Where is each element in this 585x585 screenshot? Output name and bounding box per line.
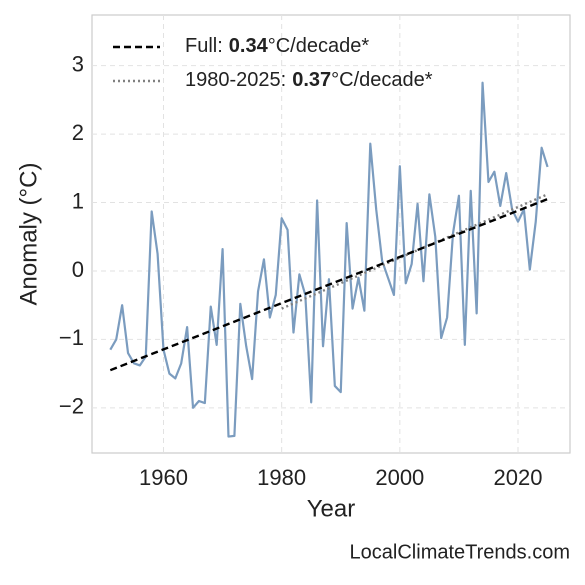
legend-label: 1980-2025: 0.37°C/decade* <box>185 69 433 91</box>
y-tick-label: 0 <box>72 257 84 282</box>
x-tick-label: 1980 <box>257 465 306 490</box>
legend-name: Full: <box>185 35 223 57</box>
y-tick-label: 3 <box>72 51 84 76</box>
y-tick-label: 1 <box>72 188 84 213</box>
legend-label: Full: 0.34°C/decade* <box>185 35 369 57</box>
legend-slope: 0.37 <box>292 69 331 91</box>
trend-line <box>281 193 549 310</box>
x-tick-label: 2020 <box>494 465 543 490</box>
x-axis-label: Year <box>307 495 356 522</box>
legend-unit: °C/decade* <box>268 35 370 57</box>
y-axis-label: Anomaly (°C) <box>15 163 42 306</box>
legend-unit: °C/decade* <box>331 69 433 91</box>
legend-name: 1980-2025: <box>185 69 286 91</box>
plot-frame <box>91 14 571 454</box>
y-tick-label: −2 <box>59 394 84 419</box>
footer: LocalClimateTrends.com <box>350 541 570 563</box>
x-tick-label: 1960 <box>139 465 188 490</box>
trend-line <box>109 197 548 372</box>
x-tick-label: 2000 <box>375 465 424 490</box>
data-line <box>109 81 549 438</box>
y-tick-label: −1 <box>59 325 84 350</box>
legend-slope: 0.34 <box>229 35 269 57</box>
y-tick-label: 2 <box>72 120 84 145</box>
